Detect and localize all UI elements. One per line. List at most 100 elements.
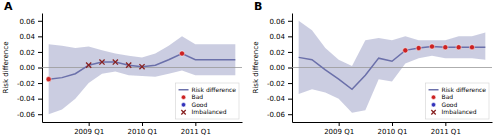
legend-label: Imbalanced: [192, 108, 227, 115]
x-tick: 2009 Q1: [324, 122, 354, 136]
legend-item: Imbalanced: [431, 108, 476, 115]
y-tick-mark: [38, 21, 42, 22]
x-tick-label: 2009 Q1: [74, 128, 104, 136]
marker: [443, 45, 448, 50]
x-tick: 2010 Q1: [377, 122, 407, 136]
legend-item: Bad: [181, 93, 203, 100]
y-tick: -0.06: [17, 111, 42, 119]
y-tick-label: 0.00: [19, 64, 35, 72]
y-tick-mark: [38, 114, 42, 115]
confidence-band: [49, 36, 236, 114]
y-tick-mark: [288, 99, 292, 100]
marker: [46, 77, 51, 82]
y-tick: 0.06: [19, 18, 42, 26]
y-tick-label: 0.04: [19, 33, 35, 41]
x-tick-mark: [339, 122, 340, 126]
legend-item: Imbalanced: [181, 108, 226, 115]
legend-label: Risk difference: [442, 86, 487, 93]
legend-item: Good: [431, 101, 457, 108]
marker: [179, 51, 184, 56]
y-tick-mark: [38, 36, 42, 37]
y-tick: 0.04: [19, 33, 42, 41]
y-axis-line: [42, 14, 43, 123]
x-axis: 2009 Q1 2010 Q1 2011 Q1: [43, 122, 243, 136]
x-tick-label: 2011 Q1: [181, 128, 211, 136]
chart: 2009 Q1 2010 Q1 2011 Q1 -0.06 -0.04 -0.02 0.00…: [0, 0, 500, 139]
y-tick-label: 0.02: [269, 49, 285, 57]
y-tick-mark: [288, 36, 292, 37]
y-tick: -0.02: [267, 80, 292, 88]
x-tick-label: 2010 Q1: [127, 128, 157, 136]
legend: Risk differenceBadGoodImbalanced: [426, 83, 489, 119]
y-tick-label: 0.00: [269, 64, 285, 72]
y-tick: 0.04: [269, 33, 292, 41]
x-tick: 2011 Q1: [181, 122, 211, 136]
x-tick: 2010 Q1: [127, 122, 157, 136]
y-tick-mark: [288, 68, 292, 69]
marker: [429, 44, 434, 49]
y-tick-label: 0.06: [269, 18, 285, 26]
legend: Risk differenceBadGoodImbalanced: [176, 83, 239, 119]
marker: [403, 48, 408, 53]
legend-item: Good: [181, 101, 207, 108]
y-tick: -0.06: [267, 111, 292, 119]
y-tick-mark: [38, 52, 42, 53]
x-tick-mark: [195, 122, 196, 126]
legend-item: Risk difference: [429, 86, 487, 93]
legend-symbol: [431, 95, 435, 99]
y-axis: -0.06 -0.04 -0.02 0.00 0.02 0.04 0.06: [267, 14, 293, 123]
legend-symbol: [181, 110, 185, 114]
legend-symbol: [181, 103, 185, 107]
y-tick: 0.00: [19, 64, 42, 72]
legend-box: [426, 83, 489, 119]
y-axis-line: [292, 14, 293, 123]
y-tick-label: 0.06: [19, 18, 35, 26]
legend-item: Risk difference: [179, 86, 237, 93]
legend-label: Bad: [192, 93, 204, 100]
marker: [456, 45, 461, 50]
x-tick: 2009 Q1: [74, 122, 104, 136]
marker: [139, 64, 144, 69]
marker: [99, 59, 104, 64]
x-tick-mark: [392, 122, 393, 126]
y-tick: -0.02: [17, 80, 42, 88]
x-axis: 2009 Q1 2010 Q1 2011 Q1: [293, 122, 493, 136]
marker: [416, 45, 421, 50]
y-tick-label: 0.02: [19, 49, 35, 57]
y-tick-mark: [288, 21, 292, 22]
y-tick: 0.02: [269, 49, 292, 57]
panel: 2009 Q1 2010 Q1 2011 Q1 -0.06 -0.04 -0.02 0.00…: [2, 0, 243, 136]
line: [49, 53, 236, 79]
legend-box: [176, 83, 239, 119]
y-axis-label: Risk difference: [2, 42, 10, 94]
y-tick-mark: [38, 83, 42, 84]
y-tick: 0.02: [19, 49, 42, 57]
y-tick-mark: [38, 68, 42, 69]
x-tick-label: 2010 Q1: [377, 128, 407, 136]
marker: [469, 45, 474, 50]
x-tick: 2011 Q1: [431, 122, 461, 136]
legend-label: Good: [192, 101, 208, 108]
panel: 2009 Q1 2010 Q1 2011 Q1 -0.06 -0.04 -0.02 0.00…: [252, 0, 493, 136]
marker: [86, 63, 91, 68]
legend-item: Bad: [431, 93, 453, 100]
legend-symbol: [181, 95, 185, 99]
y-tick-label: -0.06: [17, 111, 36, 119]
y-tick-label: 0.04: [269, 33, 285, 41]
x-tick-label: 2011 Q1: [431, 128, 461, 136]
y-tick-mark: [288, 52, 292, 53]
y-tick-mark: [38, 99, 42, 100]
y-tick-label: -0.04: [17, 95, 36, 103]
x-tick-mark: [142, 122, 143, 126]
legend-label: Risk difference: [192, 86, 237, 93]
legend-symbol: [179, 89, 189, 91]
marker: [113, 59, 118, 64]
y-tick-label: -0.04: [267, 95, 286, 103]
panel-label: A: [4, 0, 13, 13]
legend-label: Imbalanced: [442, 108, 477, 115]
legend-symbol: [429, 89, 439, 91]
y-tick-label: -0.02: [17, 80, 35, 88]
y-tick-mark: [288, 114, 292, 115]
y-axis-label: Risk difference: [252, 42, 260, 94]
y-tick-label: -0.02: [267, 80, 285, 88]
